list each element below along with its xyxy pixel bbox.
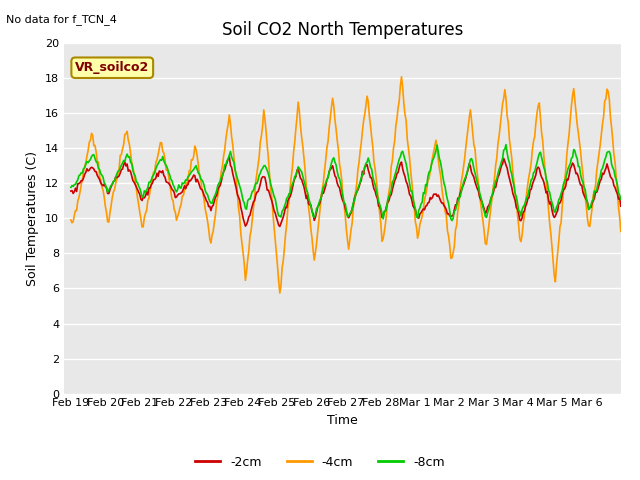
-8cm <box>67 184 75 190</box>
Text: No data for f_TCN_4: No data for f_TCN_4 <box>6 14 117 25</box>
Text: VR_soilco2: VR_soilco2 <box>75 61 149 74</box>
-2cm <box>377 207 385 213</box>
Legend: -2cm, -4cm, -8cm: -2cm, -4cm, -8cm <box>190 451 450 474</box>
X-axis label: Time: Time <box>327 414 358 427</box>
-8cm <box>448 218 456 224</box>
-4cm <box>67 217 75 223</box>
-8cm <box>299 174 307 180</box>
-8cm <box>401 156 409 162</box>
-4cm <box>617 228 625 234</box>
-8cm <box>472 175 480 180</box>
-8cm <box>502 142 510 147</box>
-4cm <box>569 93 577 98</box>
-2cm <box>569 160 577 166</box>
-2cm <box>225 154 233 159</box>
-4cm <box>300 156 308 161</box>
-4cm <box>276 290 284 296</box>
-4cm <box>376 210 383 216</box>
-8cm <box>569 155 577 160</box>
Line: -2cm: -2cm <box>71 156 621 227</box>
-4cm <box>238 240 246 246</box>
-2cm <box>276 224 284 229</box>
-2cm <box>403 181 411 187</box>
-4cm <box>403 136 411 142</box>
Y-axis label: Soil Temperatures (C): Soil Temperatures (C) <box>26 151 40 286</box>
-4cm <box>474 170 481 176</box>
-8cm <box>617 196 625 202</box>
-2cm <box>301 189 309 195</box>
Line: -8cm: -8cm <box>71 144 621 221</box>
-8cm <box>238 192 246 198</box>
-4cm <box>397 74 405 80</box>
-2cm <box>67 188 75 194</box>
-2cm <box>239 215 247 221</box>
-8cm <box>374 198 382 204</box>
-2cm <box>617 204 625 209</box>
Line: -4cm: -4cm <box>71 77 621 293</box>
Title: Soil CO2 North Temperatures: Soil CO2 North Temperatures <box>221 21 463 39</box>
-2cm <box>474 186 481 192</box>
